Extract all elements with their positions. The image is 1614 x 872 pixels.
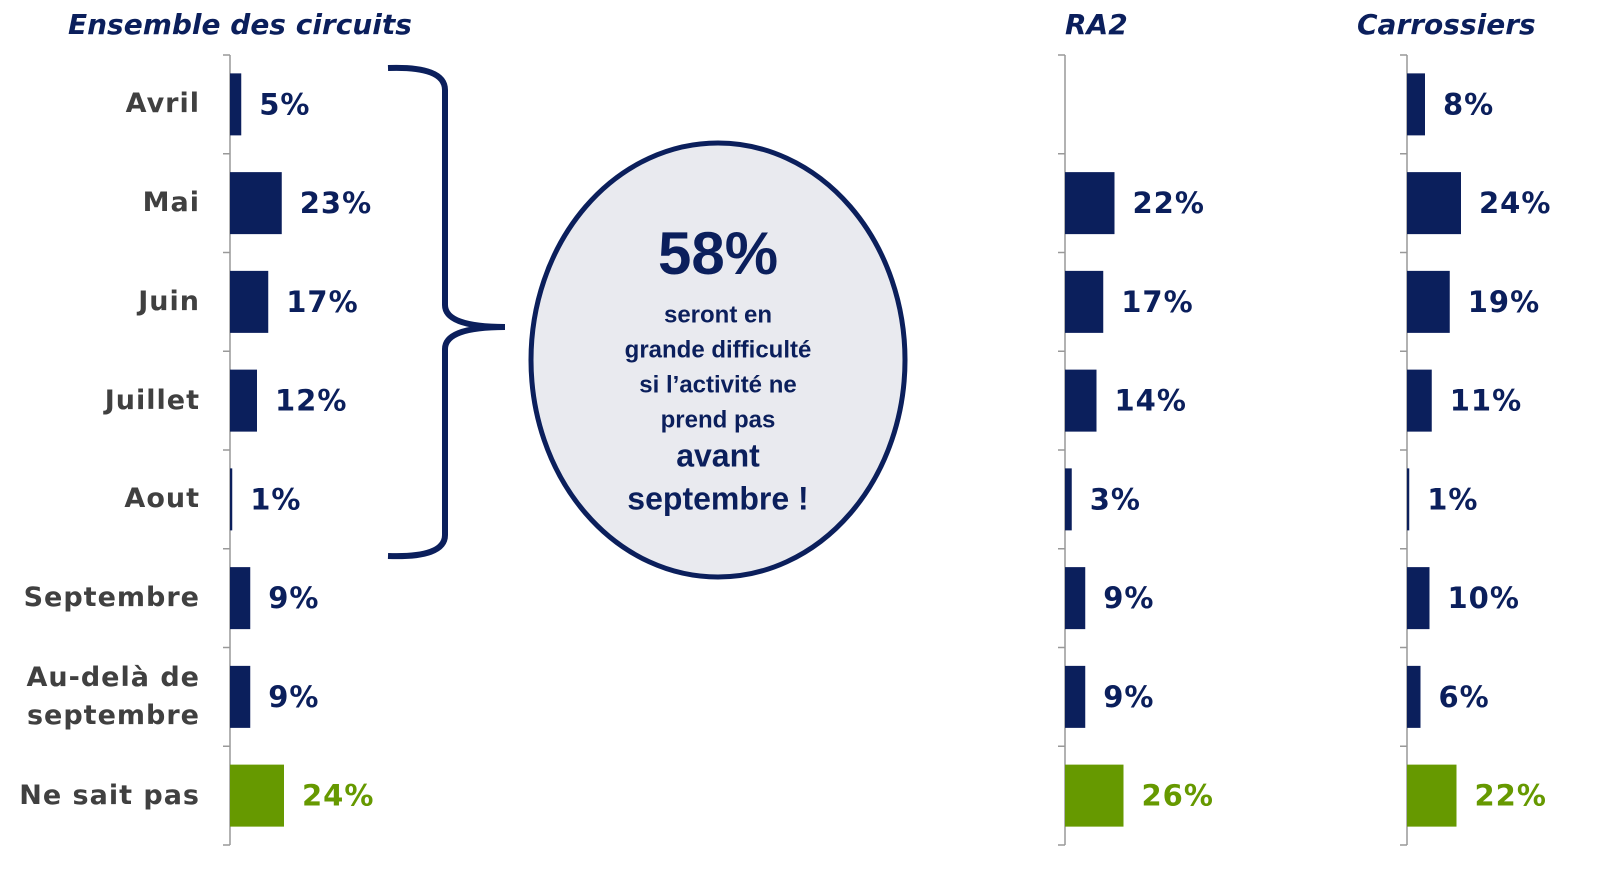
bar bbox=[230, 270, 269, 333]
bar bbox=[1065, 468, 1072, 531]
callout-emphasis: septembre ! bbox=[627, 480, 808, 516]
data-label: 17% bbox=[286, 285, 358, 319]
data-label: 11% bbox=[1450, 384, 1522, 418]
bar bbox=[1407, 764, 1457, 827]
data-label: 9% bbox=[268, 680, 319, 714]
callout-text: prend pas bbox=[661, 406, 776, 433]
bar bbox=[1065, 270, 1104, 333]
data-label: 24% bbox=[1479, 186, 1551, 220]
data-label: 14% bbox=[1115, 384, 1187, 418]
data-label: 9% bbox=[1103, 581, 1154, 615]
category-label: Avril bbox=[125, 88, 200, 120]
bar bbox=[1065, 764, 1124, 827]
bar bbox=[230, 369, 257, 432]
data-label: 9% bbox=[1103, 680, 1154, 714]
data-label: 19% bbox=[1468, 285, 1540, 319]
bar bbox=[1065, 369, 1097, 432]
callout-text: seront en bbox=[664, 301, 772, 328]
bar bbox=[230, 172, 282, 235]
data-label: 17% bbox=[1121, 285, 1193, 319]
bar bbox=[1407, 270, 1450, 333]
bar bbox=[230, 665, 251, 728]
data-label: 10% bbox=[1448, 581, 1520, 615]
category-label: Ne sait pas bbox=[19, 779, 200, 811]
bar bbox=[1407, 172, 1461, 235]
bar bbox=[230, 73, 242, 136]
bar bbox=[230, 468, 233, 531]
callout-emphasis: avant bbox=[676, 437, 760, 473]
bar bbox=[1407, 73, 1425, 136]
data-label: 22% bbox=[1133, 186, 1205, 220]
panel-title: Carrossiers bbox=[1357, 8, 1536, 41]
data-label: 5% bbox=[259, 87, 310, 121]
bar bbox=[230, 764, 284, 827]
category-label: Juin bbox=[138, 285, 200, 317]
category-label: Au-delà de septembre bbox=[26, 661, 200, 731]
bar bbox=[1407, 468, 1410, 531]
data-label: 3% bbox=[1090, 482, 1141, 516]
data-label: 26% bbox=[1142, 779, 1214, 813]
bar bbox=[1065, 665, 1086, 728]
data-label: 8% bbox=[1443, 87, 1494, 121]
bar bbox=[1065, 172, 1115, 235]
callout-text: si l’activité ne bbox=[639, 371, 796, 398]
callout-headline: 58% bbox=[658, 220, 778, 287]
category-label: Mai bbox=[142, 187, 200, 219]
bar bbox=[1407, 369, 1432, 432]
data-label: 24% bbox=[302, 779, 374, 813]
panel-title: RA2 bbox=[1065, 8, 1128, 41]
data-label: 1% bbox=[250, 482, 301, 516]
data-label: 1% bbox=[1427, 482, 1478, 516]
callout-text: grande difficulté bbox=[625, 336, 812, 363]
data-label: 22% bbox=[1475, 779, 1547, 813]
brace bbox=[387, 64, 506, 560]
callout-bubble bbox=[528, 140, 908, 580]
category-label: Septembre bbox=[23, 582, 200, 614]
bar bbox=[1065, 567, 1086, 630]
category-label: Juillet bbox=[104, 384, 200, 416]
bar bbox=[1407, 665, 1421, 728]
data-label: 9% bbox=[268, 581, 319, 615]
data-label: 23% bbox=[300, 186, 372, 220]
data-label: 6% bbox=[1439, 680, 1490, 714]
panel-title: Ensemble des circuits bbox=[68, 8, 412, 41]
bar bbox=[1407, 567, 1430, 630]
bar bbox=[230, 567, 251, 630]
category-label: Aout bbox=[124, 483, 200, 515]
data-label: 12% bbox=[275, 384, 347, 418]
